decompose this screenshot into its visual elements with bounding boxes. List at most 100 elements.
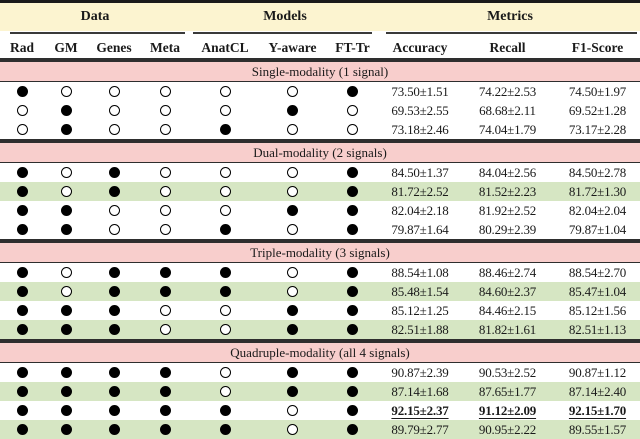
gm-cell: [44, 286, 88, 297]
accuracy-value: 82.51±1.88: [391, 321, 449, 337]
ft-tr-dot-filled-icon: [347, 286, 358, 297]
recall-value: 87.65±1.77: [478, 383, 537, 399]
recall-value: 80.29±2.39: [478, 221, 537, 237]
rad-dot-filled-icon: [16, 205, 28, 216]
accuracy-value: 73.18±2.46: [391, 121, 449, 137]
y-aware-dot-empty-icon: [287, 424, 298, 435]
y-aware-dot-filled-icon: [287, 367, 298, 378]
genes-cell: [88, 405, 140, 416]
gm-cell: [44, 124, 88, 135]
meta-cell: [140, 167, 190, 178]
y-aware-cell: [260, 405, 325, 416]
ft-tr-cell: [325, 124, 380, 135]
gm-cell: [44, 205, 88, 216]
y-aware-dot-empty-icon: [287, 405, 298, 416]
f1-score-value: 81.72±1.30: [568, 183, 627, 199]
rad-cell: [0, 167, 44, 178]
models-group-rule: [193, 32, 372, 34]
rad-cell: [0, 224, 44, 235]
anatcl-cell: [190, 167, 260, 178]
ft-tr-dot-filled-icon: [347, 205, 358, 216]
anatcl-dot-filled-icon: [219, 224, 231, 235]
rad-cell: [0, 367, 44, 378]
recall-value: 81.82±1.61: [478, 321, 537, 337]
gm-cell: [44, 105, 88, 116]
anatcl-dot-empty-icon: [219, 167, 231, 178]
gm-cell: [44, 86, 88, 97]
rad-cell: [0, 105, 44, 116]
f1-score-value: 92.15±1.70: [568, 402, 627, 418]
accuracy-value: 81.72±2.52: [391, 183, 449, 199]
meta-cell: [140, 367, 190, 378]
recall-value: 84.04±2.56: [478, 164, 537, 180]
f1-score-value: 82.04±2.04: [568, 202, 627, 218]
y-aware-cell: [260, 167, 325, 178]
gm-dot-filled-icon: [60, 324, 72, 335]
ft-tr-dot-filled-icon: [347, 224, 358, 235]
recall-value: 68.68±2.11: [479, 102, 536, 118]
y-aware-cell: [260, 386, 325, 397]
rad-dot-filled-icon: [16, 86, 28, 97]
rad-dot-filled-icon: [16, 186, 28, 197]
gm-cell: [44, 267, 88, 278]
ft-tr-cell: [325, 367, 380, 378]
accuracy-value: 69.53±2.55: [391, 102, 449, 118]
gm-dot-empty-icon: [60, 267, 72, 278]
result-row: 79.87±1.64 80.29±2.39 79.87±1.04: [0, 220, 640, 239]
rad-cell: [0, 267, 44, 278]
group-header-models: Models: [263, 9, 307, 24]
y-aware-dot-filled-icon: [287, 386, 298, 397]
f1-score-value: 82.51±1.13: [568, 321, 627, 337]
genes-cell: [88, 105, 140, 116]
genes-cell: [88, 205, 140, 216]
accuracy-value: 88.54±1.08: [391, 264, 449, 280]
rad-dot-filled-icon: [16, 367, 28, 378]
f1-score-value: 85.12±1.56: [568, 302, 627, 318]
genes-cell: [88, 267, 140, 278]
anatcl-cell: [190, 305, 260, 316]
genes-cell: [88, 86, 140, 97]
section-separator-rule: [0, 339, 640, 343]
rad-dot-filled-icon: [16, 405, 28, 416]
meta-dot-filled-icon: [159, 405, 171, 416]
meta-dot-empty-icon: [159, 105, 171, 116]
anatcl-dot-filled-icon: [219, 267, 231, 278]
rad-dot-empty-icon: [16, 105, 28, 116]
rad-cell: [0, 186, 44, 197]
genes-dot-filled-icon: [108, 186, 120, 197]
table-body: Single-modality (1 signal) 73.50±1.51 74.2…: [0, 62, 640, 439]
accuracy-value: 90.87±2.39: [391, 364, 449, 380]
y-aware-cell: [260, 367, 325, 378]
genes-dot-filled-icon: [108, 286, 120, 297]
rad-dot-filled-icon: [16, 305, 28, 316]
accuracy-value: 87.14±1.68: [391, 383, 449, 399]
rad-cell: [0, 124, 44, 135]
section-title: Quadruple-modality (all 4 signals): [230, 344, 410, 360]
anatcl-dot-empty-icon: [219, 186, 231, 197]
meta-dot-empty-icon: [159, 186, 171, 197]
y-aware-cell: [260, 124, 325, 135]
gm-dot-filled-icon: [60, 305, 72, 316]
rad-dot-filled-icon: [16, 386, 28, 397]
genes-cell: [88, 224, 140, 235]
accuracy-value: 89.79±2.77: [391, 421, 449, 437]
genes-cell: [88, 186, 140, 197]
gm-cell: [44, 386, 88, 397]
anatcl-dot-filled-icon: [219, 124, 231, 135]
gm-dot-empty-icon: [60, 186, 72, 197]
y-aware-cell: [260, 286, 325, 297]
result-row: 73.18±2.46 74.04±1.79 73.17±2.28: [0, 120, 640, 139]
meta-dot-empty-icon: [159, 305, 171, 316]
anatcl-cell: [190, 367, 260, 378]
meta-dot-empty-icon: [159, 86, 171, 97]
rad-cell: [0, 305, 44, 316]
ft-tr-cell: [325, 86, 380, 97]
y-aware-dot-filled-icon: [287, 105, 298, 116]
col-header-accuracy: Accuracy: [392, 39, 448, 55]
ft-tr-dot-filled-icon: [347, 367, 358, 378]
section-separator-rule: [0, 139, 640, 143]
ft-tr-cell: [325, 324, 380, 335]
f1-score-value: 69.52±1.28: [568, 102, 627, 118]
accuracy-value: 85.48±1.54: [391, 283, 449, 299]
